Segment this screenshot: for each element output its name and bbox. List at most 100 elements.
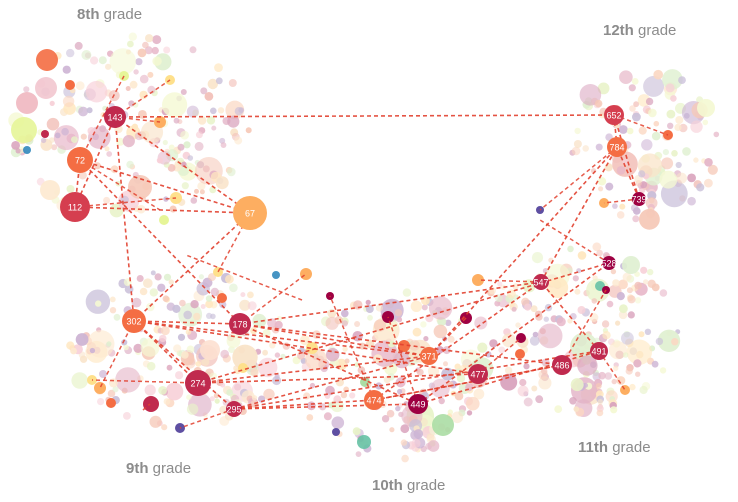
background-node (122, 135, 135, 148)
node-477[interactable]: 477 (468, 364, 488, 384)
background-node (659, 289, 668, 297)
node-274[interactable]: 274 (185, 370, 211, 396)
node-72[interactable]: 72 (67, 147, 93, 173)
background-node (163, 398, 171, 405)
background-node (627, 295, 636, 304)
background-node (397, 388, 403, 395)
node-371[interactable]: 371 (420, 347, 438, 365)
background-node (49, 100, 55, 106)
node-547-circle[interactable] (533, 274, 549, 290)
background-node (523, 363, 530, 370)
background-node (423, 336, 429, 342)
node-652[interactable]: 652 (604, 105, 624, 125)
background-node (410, 300, 423, 312)
background-node (489, 339, 498, 348)
node-491[interactable]: 491 (590, 342, 608, 360)
node-295-circle[interactable] (226, 401, 242, 417)
node-784[interactable]: 784 (607, 137, 627, 157)
background-node (627, 311, 635, 319)
background-node (400, 424, 410, 434)
node-528-circle[interactable] (602, 256, 616, 270)
node-652-circle[interactable] (604, 105, 624, 125)
background-node (89, 347, 96, 354)
node-371-circle[interactable] (420, 347, 438, 365)
node-143[interactable]: 143 (104, 106, 126, 128)
node-739[interactable]: 739 (631, 192, 647, 206)
background-node (682, 147, 691, 156)
background-node (524, 303, 532, 311)
node-302-circle[interactable] (122, 309, 146, 333)
background-node (616, 376, 626, 385)
node-112[interactable]: 112 (60, 192, 90, 222)
node-486-circle[interactable] (552, 355, 572, 375)
node-474[interactable]: 474 (364, 390, 384, 410)
node-67[interactable]: 67 (233, 196, 267, 230)
background-node (655, 337, 664, 346)
background-node (112, 386, 119, 393)
node-449[interactable]: 449 (408, 394, 428, 414)
background-node (142, 41, 149, 49)
background-node (610, 406, 618, 414)
background-node (123, 344, 129, 351)
background-node (413, 429, 424, 439)
background-node (200, 340, 220, 360)
edge-295-474 (233, 399, 375, 410)
node-178[interactable]: 178 (229, 313, 251, 335)
background-node (181, 161, 187, 167)
node-528[interactable]: 528 (601, 256, 617, 270)
edge-547-784 (540, 146, 618, 283)
background-node (577, 306, 586, 314)
background-node (626, 287, 633, 294)
node-143-circle[interactable] (104, 106, 126, 128)
background-node (395, 405, 401, 412)
background-node (616, 166, 626, 175)
background-node (474, 316, 488, 330)
background-node (512, 283, 519, 290)
node-739-circle[interactable] (632, 192, 646, 206)
background-node (500, 373, 518, 391)
node-491-circle[interactable] (590, 342, 608, 360)
background-node (78, 106, 88, 117)
background-node (610, 268, 617, 275)
edge-143-652 (114, 114, 615, 118)
background-node (145, 34, 154, 43)
background-node (152, 56, 162, 66)
background-node (608, 341, 628, 360)
background-node (173, 117, 180, 124)
node-112-circle[interactable] (60, 192, 90, 222)
background-node (16, 92, 38, 114)
background-node (411, 438, 421, 448)
node-486[interactable]: 486 (552, 355, 572, 375)
node-295[interactable]: 295 (226, 401, 242, 417)
node-295-label: 295 (226, 405, 241, 415)
node-178-circle[interactable] (229, 313, 251, 335)
node-302[interactable]: 302 (122, 309, 146, 333)
node-784-circle[interactable] (607, 137, 627, 157)
node-67-circle[interactable] (233, 196, 267, 230)
background-node (651, 360, 659, 368)
node-477-circle[interactable] (468, 364, 488, 384)
grade-label-12: 12th grade (603, 22, 677, 39)
edge-secondary (79, 159, 161, 211)
background-node (517, 385, 529, 397)
background-node (23, 86, 30, 93)
edge-302-295 (133, 320, 235, 410)
background-node (183, 310, 192, 320)
node-547-label: 547 (533, 278, 548, 288)
background-node (299, 335, 310, 346)
background-node (226, 389, 234, 396)
background-node (144, 46, 153, 55)
background-node (128, 175, 152, 199)
node-449-circle[interactable] (408, 394, 428, 414)
background-node (116, 137, 125, 146)
highlight-node (460, 312, 472, 324)
background-node (54, 132, 61, 139)
node-474-circle[interactable] (364, 390, 384, 410)
node-72-circle[interactable] (67, 147, 93, 173)
background-node (531, 252, 544, 264)
node-547[interactable]: 547 (533, 274, 549, 290)
background-node (630, 204, 639, 212)
background-node (498, 346, 506, 354)
node-274-circle[interactable] (185, 370, 211, 396)
background-node (274, 320, 283, 330)
